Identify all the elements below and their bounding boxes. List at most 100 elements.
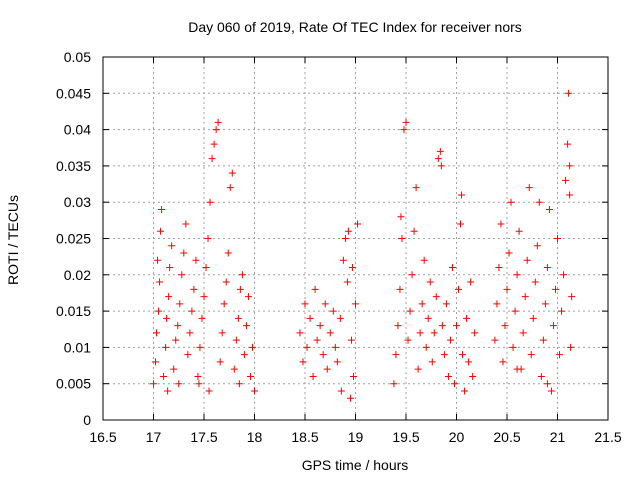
- data-point: [192, 256, 200, 264]
- data-point: [354, 220, 362, 228]
- data-point: [152, 358, 160, 366]
- data-point: [188, 307, 196, 315]
- data-point: [195, 380, 203, 388]
- data-point: [230, 365, 238, 373]
- points-layer: [150, 89, 576, 402]
- data-point: [529, 314, 537, 322]
- data-point: [432, 293, 440, 301]
- data-point: [170, 365, 178, 373]
- data-point: [397, 213, 405, 221]
- data-point: [162, 343, 170, 351]
- data-point: [503, 285, 511, 293]
- data-point: [507, 198, 515, 206]
- data-point: [326, 329, 334, 337]
- data-point: [434, 155, 442, 163]
- data-point: [352, 300, 359, 308]
- data-point: [166, 264, 174, 272]
- data-point: [347, 336, 355, 344]
- data-point: [150, 380, 157, 388]
- x-tick-labels: 16.5 17 17.5 18 18.5 19 19.5 20 20.5 21 21.5: [89, 429, 621, 445]
- data-point: [333, 358, 341, 366]
- data-point: [190, 285, 198, 293]
- data-point: [459, 351, 467, 359]
- data-point: [182, 220, 190, 228]
- data-point: [424, 314, 432, 322]
- data-point: [336, 314, 344, 322]
- data-point: [513, 271, 521, 279]
- data-point: [521, 293, 529, 301]
- data-point: [232, 336, 240, 344]
- data-point: [453, 322, 460, 330]
- data-point: [543, 380, 551, 388]
- data-point: [463, 314, 471, 322]
- data-point: [396, 285, 404, 293]
- data-point: [562, 176, 570, 184]
- data-point: [321, 300, 329, 308]
- data-point: [497, 220, 505, 228]
- y-tick-label: 0: [83, 412, 91, 428]
- data-point: [440, 351, 448, 359]
- x-tick-label: 21.5: [594, 429, 621, 445]
- data-point: [558, 307, 566, 315]
- data-point: [436, 147, 444, 155]
- data-point: [499, 358, 507, 366]
- data-point: [400, 126, 408, 134]
- data-point: [418, 300, 426, 308]
- data-point: [224, 249, 232, 257]
- data-point: [547, 387, 555, 395]
- data-point: [428, 358, 436, 366]
- x-tick-label: 20: [449, 429, 465, 445]
- data-point: [186, 329, 194, 337]
- data-point: [513, 365, 521, 373]
- data-point: [337, 387, 345, 395]
- data-point: [158, 205, 166, 213]
- data-point: [212, 126, 220, 134]
- data-point: [444, 372, 452, 380]
- x-tick-label: 17: [146, 429, 162, 445]
- data-point: [394, 322, 402, 330]
- data-point: [226, 184, 234, 192]
- data-point: [242, 322, 250, 330]
- data-point: [155, 307, 163, 315]
- data-point: [323, 365, 331, 373]
- y-tick-label: 0.02: [64, 267, 91, 283]
- data-point: [218, 329, 226, 337]
- x-tick-label: 21: [550, 429, 566, 445]
- chart-title: Day 060 of 2019, Rate Of TEC Index for r…: [188, 19, 522, 35]
- data-point: [549, 322, 557, 330]
- data-point: [465, 358, 473, 366]
- data-point: [455, 285, 463, 293]
- data-point: [446, 336, 454, 344]
- data-point: [349, 372, 357, 380]
- data-point: [311, 285, 319, 293]
- data-point: [204, 235, 212, 242]
- data-point: [392, 351, 400, 359]
- data-point: [343, 278, 351, 286]
- data-point: [493, 300, 501, 308]
- data-point: [406, 307, 414, 315]
- data-point: [198, 314, 206, 322]
- y-tick-label: 0.035: [56, 158, 91, 174]
- data-point: [176, 300, 184, 308]
- data-point: [346, 394, 354, 402]
- data-point: [175, 380, 183, 388]
- data-point: [164, 387, 172, 395]
- data-point: [248, 343, 256, 351]
- data-point: [515, 227, 523, 235]
- data-point: [410, 227, 418, 235]
- y-tick-label: 0.04: [64, 122, 91, 138]
- data-point: [184, 351, 192, 359]
- data-point: [567, 343, 575, 351]
- y-tick-label: 0.045: [56, 85, 91, 101]
- y-tick-label: 0.025: [56, 231, 91, 247]
- data-point: [448, 264, 456, 272]
- data-point: [537, 372, 545, 380]
- data-point: [160, 372, 168, 380]
- x-tick-label: 19: [348, 429, 364, 445]
- data-point: [306, 314, 314, 322]
- data-point: [533, 242, 541, 250]
- data-point: [495, 264, 503, 272]
- data-point: [568, 293, 576, 301]
- data-point: [153, 329, 161, 337]
- data-point: [165, 293, 173, 301]
